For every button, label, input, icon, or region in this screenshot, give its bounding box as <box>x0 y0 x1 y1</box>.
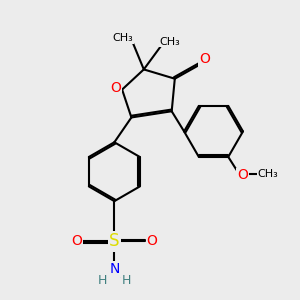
Text: O: O <box>199 52 210 66</box>
Text: N: N <box>109 262 119 276</box>
Text: CH₃: CH₃ <box>113 33 134 43</box>
Text: O: O <box>71 234 82 248</box>
Text: CH₃: CH₃ <box>258 169 278 179</box>
Text: CH₃: CH₃ <box>159 37 180 46</box>
Text: O: O <box>147 234 158 248</box>
Text: H: H <box>122 274 131 287</box>
Text: H: H <box>98 274 107 287</box>
Text: O: O <box>110 81 121 95</box>
Text: O: O <box>237 169 248 182</box>
Text: S: S <box>109 232 120 250</box>
